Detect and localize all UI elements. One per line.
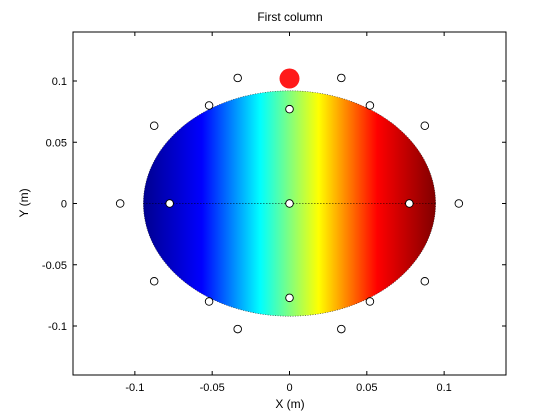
x-tick-label: 0 [286,382,292,394]
chart-title: First column [257,10,322,24]
x-tick-label: 0.1 [436,382,451,394]
y-tick-label: -0.1 [48,321,67,333]
electrode-point [233,324,242,334]
electrode-point [285,293,294,303]
electrode-point [204,101,214,110]
electrodes-layer [115,73,464,334]
y-tick-label: 0.05 [46,137,67,149]
electrode-point [365,297,375,306]
electrode-point [204,297,214,306]
highlight-point [279,68,300,89]
x-tick-label: 0.05 [356,382,377,394]
electrode-point [115,199,125,208]
electrode-point [405,199,414,208]
electrode-point [285,104,294,114]
x-tick-label: -0.1 [125,382,144,394]
electrode-point [454,199,464,208]
y-tick-label: 0.1 [52,76,67,88]
electrode-point [233,73,242,83]
electrode-point [165,199,174,208]
electrode-point [337,73,346,83]
y-tick-label: 0 [61,199,67,211]
highlight-layer [279,68,300,89]
y-tick-label: -0.05 [42,260,67,272]
electrode-point [420,121,430,130]
y-axis-label: Y (m) [17,188,31,217]
y-axis: -0.1 -0.05 0 0.05 0.1 [42,76,506,333]
x-tick-label: -0.05 [200,382,225,394]
electrode-point [420,277,430,286]
electrode-point [149,277,159,286]
x-axis: -0.1 -0.05 0 0.05 0.1 [125,32,452,394]
electrode-point [365,101,375,110]
x-axis-label: X (m) [275,397,304,411]
electrode-point [285,199,294,208]
electrode-point [149,121,159,130]
electrode-point [337,324,346,334]
